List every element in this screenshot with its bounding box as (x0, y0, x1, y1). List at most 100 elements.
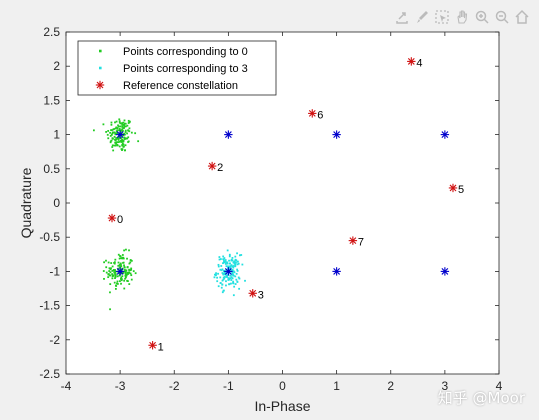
scatter-point (224, 259, 227, 261)
scatter-point (111, 273, 114, 276)
reference-point (308, 109, 317, 118)
zoom-in-icon[interactable] (473, 8, 491, 26)
scatter-point (107, 273, 110, 276)
scatter-point (114, 277, 116, 280)
legend-marker (99, 66, 102, 70)
scatter-point (116, 144, 119, 147)
scatter-point (116, 275, 119, 278)
reference-point (107, 213, 117, 223)
scatter-point (109, 268, 112, 271)
scatter-point (117, 124, 119, 127)
scatter-point (121, 256, 124, 259)
scatter-point (115, 138, 118, 141)
scatter-point (123, 136, 126, 139)
scatter-point (112, 149, 115, 152)
scatter-point (113, 281, 116, 284)
scatter-point (216, 280, 219, 283)
scatter-point (213, 276, 216, 279)
scatter-point (228, 259, 230, 262)
scatter-point (109, 274, 112, 277)
scatter-point (124, 272, 127, 275)
scatter-point (230, 259, 233, 262)
scatter-point (113, 128, 116, 130)
scatter-point (117, 137, 120, 140)
scatter-point (124, 129, 127, 132)
scatter-point (240, 254, 243, 256)
ideal-point (440, 130, 450, 139)
scatter-point (225, 284, 227, 287)
scatter-point (119, 122, 122, 125)
scatter-point (222, 270, 225, 272)
scatter-point (236, 252, 238, 255)
reference-point-label: 2 (217, 162, 223, 174)
scatter-point (222, 273, 225, 276)
scatter-point (237, 260, 239, 263)
scatter-point (222, 262, 224, 265)
scatter-point (130, 259, 133, 262)
scatter-point (231, 271, 234, 274)
x-tick-label: 4 (496, 379, 503, 393)
scatter-point (110, 139, 113, 142)
scatter-point (107, 276, 110, 279)
scatter-point (129, 272, 132, 275)
scatter-point (124, 125, 127, 128)
scatter-point (236, 268, 239, 271)
scatter-point (105, 271, 108, 274)
scatter-point (230, 269, 233, 272)
scatter-point (114, 287, 117, 290)
scatter-point (108, 270, 111, 272)
scatter-point (221, 283, 224, 286)
scatter-point (124, 269, 126, 271)
scatter-point (128, 269, 131, 272)
x-tick-label: 3 (442, 379, 449, 393)
scatter-point (105, 259, 107, 262)
brush-icon[interactable] (413, 8, 431, 26)
scatter-point (119, 139, 122, 142)
scatter-point (116, 132, 119, 135)
reference-point (407, 57, 416, 66)
pan-icon[interactable] (453, 8, 471, 26)
scatter-point (128, 121, 131, 124)
scatter-point (230, 279, 233, 281)
scatter-point (130, 131, 133, 134)
reference-point-label: 6 (317, 109, 323, 121)
scatter-point (128, 268, 130, 271)
scatter-point (230, 264, 233, 267)
ideal-point (115, 130, 125, 139)
scatter-point (127, 141, 129, 143)
scatter-point (233, 262, 236, 264)
share-icon[interactable] (393, 8, 411, 26)
scatter-point (120, 257, 123, 259)
scatter-point (113, 135, 116, 138)
scatter-point (112, 128, 115, 131)
scatter-point (234, 263, 237, 266)
scatter-point (123, 122, 126, 125)
scatter-point (121, 144, 124, 147)
scatter-point (232, 282, 235, 285)
scatter-point (111, 137, 114, 140)
zoom-out-icon[interactable] (493, 8, 511, 26)
scatter-point (125, 269, 128, 272)
scatter-point (118, 140, 121, 143)
scatter-point (102, 270, 105, 272)
scatter-point (219, 276, 222, 279)
scatter-point (119, 129, 122, 132)
scatter-point (113, 144, 116, 147)
home-icon[interactable] (513, 8, 531, 26)
scatter-point (129, 259, 132, 262)
scatter-point (111, 146, 114, 148)
y-tick-label: 2 (53, 59, 60, 73)
scatter-point (241, 263, 244, 266)
scatter-point (107, 130, 110, 132)
scatter-point (126, 273, 128, 276)
ideal-point (332, 267, 341, 276)
scatter-point (235, 278, 238, 281)
y-axis-label: Quadrature (18, 167, 34, 238)
scatter-point (225, 274, 228, 277)
scatter-point (120, 282, 122, 285)
scatter-point (92, 129, 95, 132)
select-icon[interactable] (433, 8, 451, 26)
scatter-points (92, 118, 246, 311)
scatter-point (116, 280, 119, 283)
scatter-point (233, 260, 236, 263)
